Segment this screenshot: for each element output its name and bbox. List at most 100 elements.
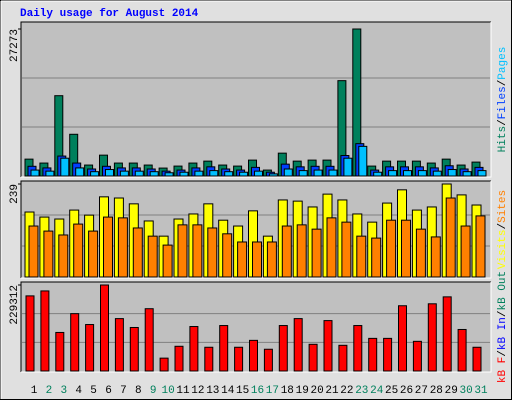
panel-bevel: [20, 281, 491, 372]
x-tick-label: 19: [296, 385, 309, 397]
bar: [283, 168, 293, 177]
bar: [447, 169, 457, 177]
x-tick-label: 31: [474, 385, 488, 397]
y-tick-label: 229312: [9, 285, 21, 325]
bar: [281, 225, 292, 278]
bar: [43, 230, 54, 278]
bar: [266, 241, 277, 278]
bar: [249, 339, 258, 372]
bar: [164, 172, 174, 177]
bar: [162, 244, 173, 278]
bar: [373, 171, 383, 177]
x-tick-label: 2: [46, 385, 53, 397]
x-tick-label: 7: [120, 385, 127, 397]
bar: [179, 171, 189, 177]
x-tick-label: 21: [325, 385, 339, 397]
legend-entry: Files: [497, 86, 509, 119]
bar: [117, 217, 128, 278]
bar: [204, 346, 214, 372]
x-tick-label: 18: [281, 385, 294, 397]
chart-title: Daily usage for August 2014: [20, 8, 199, 20]
bar: [177, 224, 188, 278]
bar: [132, 227, 143, 278]
bar: [234, 346, 244, 372]
bar: [341, 221, 352, 278]
bar: [313, 169, 323, 177]
panel-bevel: [20, 21, 491, 177]
panel-bevel: [21, 22, 492, 178]
bar: [296, 224, 307, 278]
panel-bevel: [21, 181, 492, 279]
legend-separator: /: [497, 350, 509, 357]
bar: [338, 344, 348, 372]
bar: [401, 219, 411, 278]
bar: [368, 337, 378, 372]
x-tick-label: 28: [430, 385, 443, 397]
bar: [412, 340, 422, 372]
bar: [189, 326, 199, 372]
x-tick-label: 10: [161, 385, 174, 397]
bar: [430, 236, 441, 278]
bar: [358, 145, 368, 177]
bar: [263, 348, 273, 372]
legend-separator: /: [497, 80, 509, 87]
y-tick-label: 27273: [9, 29, 21, 62]
bar: [311, 228, 322, 278]
bar: [224, 171, 234, 177]
bar: [427, 303, 437, 372]
bar: [278, 325, 288, 372]
bar: [73, 223, 84, 278]
bar: [252, 241, 262, 278]
bar: [55, 331, 65, 372]
bar: [60, 157, 70, 177]
x-tick-label: 20: [310, 385, 323, 397]
x-tick-label: 22: [340, 385, 353, 397]
x-tick-label: 11: [176, 385, 190, 397]
y-tick-label: 239: [9, 184, 21, 204]
bar: [388, 170, 398, 177]
bar: [386, 219, 397, 278]
legend-separator: /: [497, 310, 509, 317]
x-tick-label: 8: [135, 385, 142, 397]
bar: [192, 224, 203, 278]
bar: [462, 171, 472, 177]
legend-entry: Visits: [497, 230, 509, 270]
bar: [432, 170, 442, 177]
bar: [209, 170, 219, 177]
x-tick-label: 30: [459, 385, 472, 397]
bar: [353, 325, 363, 372]
bar: [298, 170, 308, 177]
x-tick-label: 29: [445, 385, 458, 397]
bar: [222, 233, 233, 278]
bar: [174, 345, 184, 372]
bar: [328, 169, 338, 177]
bar: [40, 290, 50, 372]
bar: [239, 171, 249, 177]
legend: Visits/Sites: [497, 190, 509, 269]
bar: [105, 169, 114, 177]
bar: [460, 225, 471, 278]
bar: [308, 343, 318, 372]
bar: [403, 170, 412, 177]
bar: [268, 173, 278, 177]
bar: [75, 167, 85, 177]
panel: [21, 22, 491, 177]
bar: [149, 171, 159, 177]
x-tick-label: 6: [105, 385, 112, 397]
bar: [25, 295, 35, 372]
bar: [103, 216, 113, 278]
bar: [194, 170, 204, 177]
bar: [119, 170, 129, 177]
x-tick-label: 9: [150, 385, 157, 397]
x-tick-label: 16: [251, 385, 264, 397]
bar: [323, 320, 333, 372]
bar: [326, 217, 337, 278]
bar: [90, 171, 100, 177]
legend: kB F/kB In/kB Out: [497, 271, 509, 383]
bar: [445, 197, 456, 278]
bar: [475, 215, 486, 278]
bar: [88, 230, 99, 278]
bar: [58, 234, 69, 278]
bar: [237, 241, 248, 278]
